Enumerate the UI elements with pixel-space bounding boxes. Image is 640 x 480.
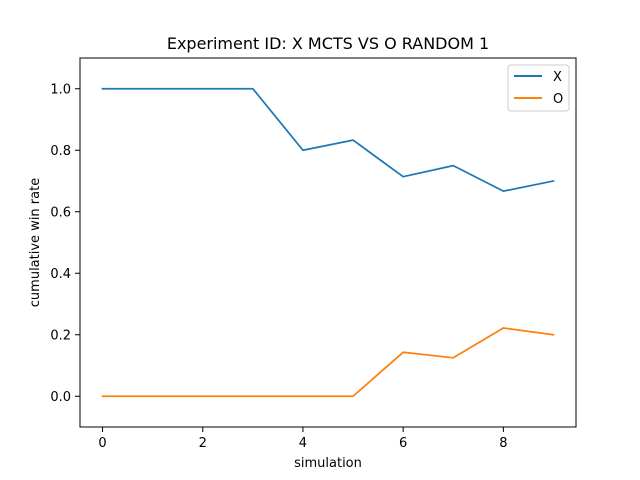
legend-label-o: O <box>553 92 563 107</box>
legend-label-x: X <box>553 70 562 85</box>
y-tick-label: 1.0 <box>50 82 71 97</box>
y-axis-ticks: 0.0 0.2 0.4 0.6 0.8 1.0 <box>50 82 80 405</box>
series-lines <box>101 87 555 398</box>
y-axis-label: cumulative win rate <box>28 178 43 307</box>
series-line-o <box>101 327 555 398</box>
x-tick-label: 4 <box>299 436 307 451</box>
plot-area <box>79 57 577 428</box>
x-tick-label: 8 <box>499 436 507 451</box>
chart-title: Experiment ID: X MCTS VS O RANDOM 1 <box>167 34 489 53</box>
legend: X O <box>507 64 570 112</box>
x-axis-ticks: 0 2 4 6 8 <box>98 427 507 451</box>
y-tick-label: 0.2 <box>50 328 71 343</box>
y-tick-label: 0.4 <box>50 267 71 282</box>
y-tick-label: 0.6 <box>50 205 71 220</box>
x-tick-label: 6 <box>399 436 407 451</box>
x-tick-label: 2 <box>199 436 207 451</box>
axes-frame <box>79 57 577 428</box>
series-line-x <box>101 87 555 193</box>
y-tick-label: 0.0 <box>50 390 71 405</box>
y-tick-label: 0.8 <box>50 144 71 159</box>
x-axis-label: simulation <box>294 456 362 471</box>
x-tick-label: 0 <box>98 436 106 451</box>
